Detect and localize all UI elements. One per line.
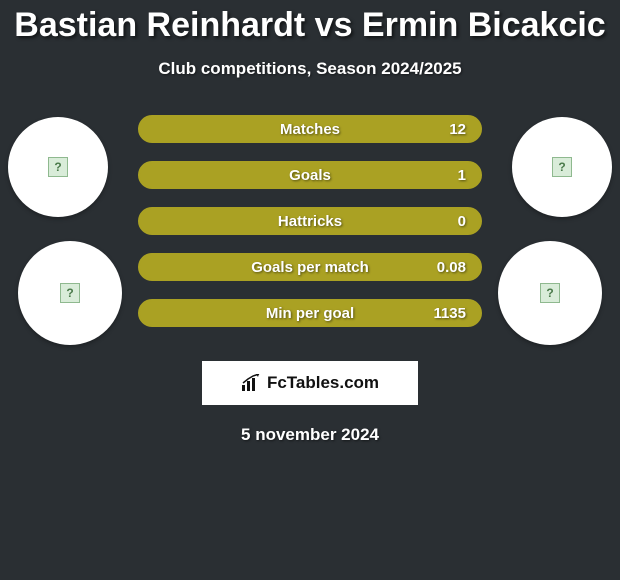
- avatar-player-left: [8, 117, 108, 217]
- date-text: 5 november 2024: [0, 425, 620, 445]
- stat-value: 0: [458, 213, 466, 230]
- avatar-club-right: [498, 241, 602, 345]
- page-title: Bastian Reinhardt vs Ermin Bicakcic: [0, 6, 620, 45]
- stat-label: Hattricks: [278, 213, 342, 230]
- stat-row-mpg: Min per goal 1135: [138, 299, 482, 327]
- stat-row-hattricks: Hattricks 0: [138, 207, 482, 235]
- broken-image-icon: [60, 283, 80, 303]
- stat-value: 12: [449, 121, 466, 138]
- broken-image-icon: [552, 157, 572, 177]
- stat-row-goals: Goals 1: [138, 161, 482, 189]
- stat-row-gpm: Goals per match 0.08: [138, 253, 482, 281]
- stat-row-matches: Matches 12: [138, 115, 482, 143]
- avatar-player-right: [512, 117, 612, 217]
- brand-text: FcTables.com: [267, 373, 379, 393]
- stats-list: Matches 12 Goals 1 Hattricks 0 Goals per…: [138, 115, 482, 345]
- comparison-widget: Bastian Reinhardt vs Ermin Bicakcic Club…: [0, 0, 620, 445]
- stat-label: Min per goal: [266, 305, 354, 322]
- brand-box: FcTables.com: [202, 361, 418, 405]
- brand-chart-icon: [241, 374, 263, 392]
- broken-image-icon: [48, 157, 68, 177]
- stat-label: Goals per match: [251, 259, 369, 276]
- main-area: Matches 12 Goals 1 Hattricks 0 Goals per…: [0, 107, 620, 367]
- avatar-club-left: [18, 241, 122, 345]
- stat-value: 1135: [433, 305, 466, 322]
- stat-label: Matches: [280, 121, 340, 138]
- subtitle: Club competitions, Season 2024/2025: [0, 59, 620, 79]
- stat-value: 0.08: [437, 259, 466, 276]
- stat-value: 1: [458, 167, 466, 184]
- stat-label: Goals: [289, 167, 331, 184]
- broken-image-icon: [540, 283, 560, 303]
